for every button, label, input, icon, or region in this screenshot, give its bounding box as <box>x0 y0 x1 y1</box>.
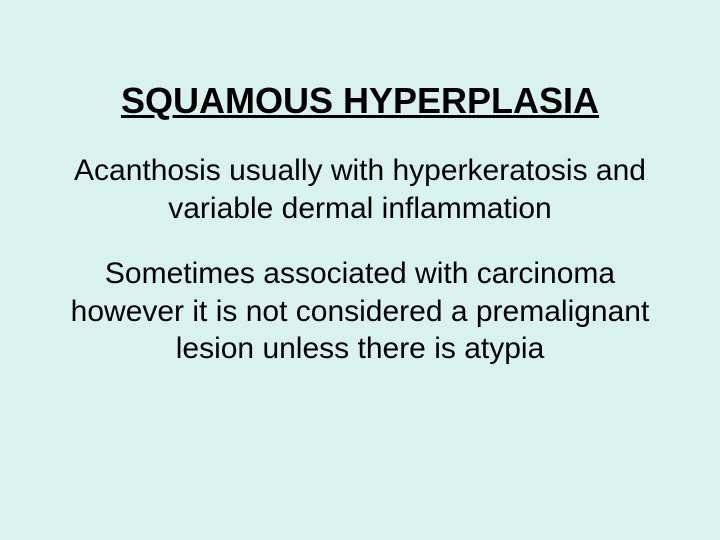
slide-title: SQUAMOUS HYPERPLASIA <box>121 80 599 122</box>
slide-container: SQUAMOUS HYPERPLASIA Acanthosis usually … <box>0 0 720 540</box>
paragraph-2: Sometimes associated with carcinoma howe… <box>50 255 670 368</box>
paragraph-1: Acanthosis usually with hyperkeratosis a… <box>50 152 670 227</box>
